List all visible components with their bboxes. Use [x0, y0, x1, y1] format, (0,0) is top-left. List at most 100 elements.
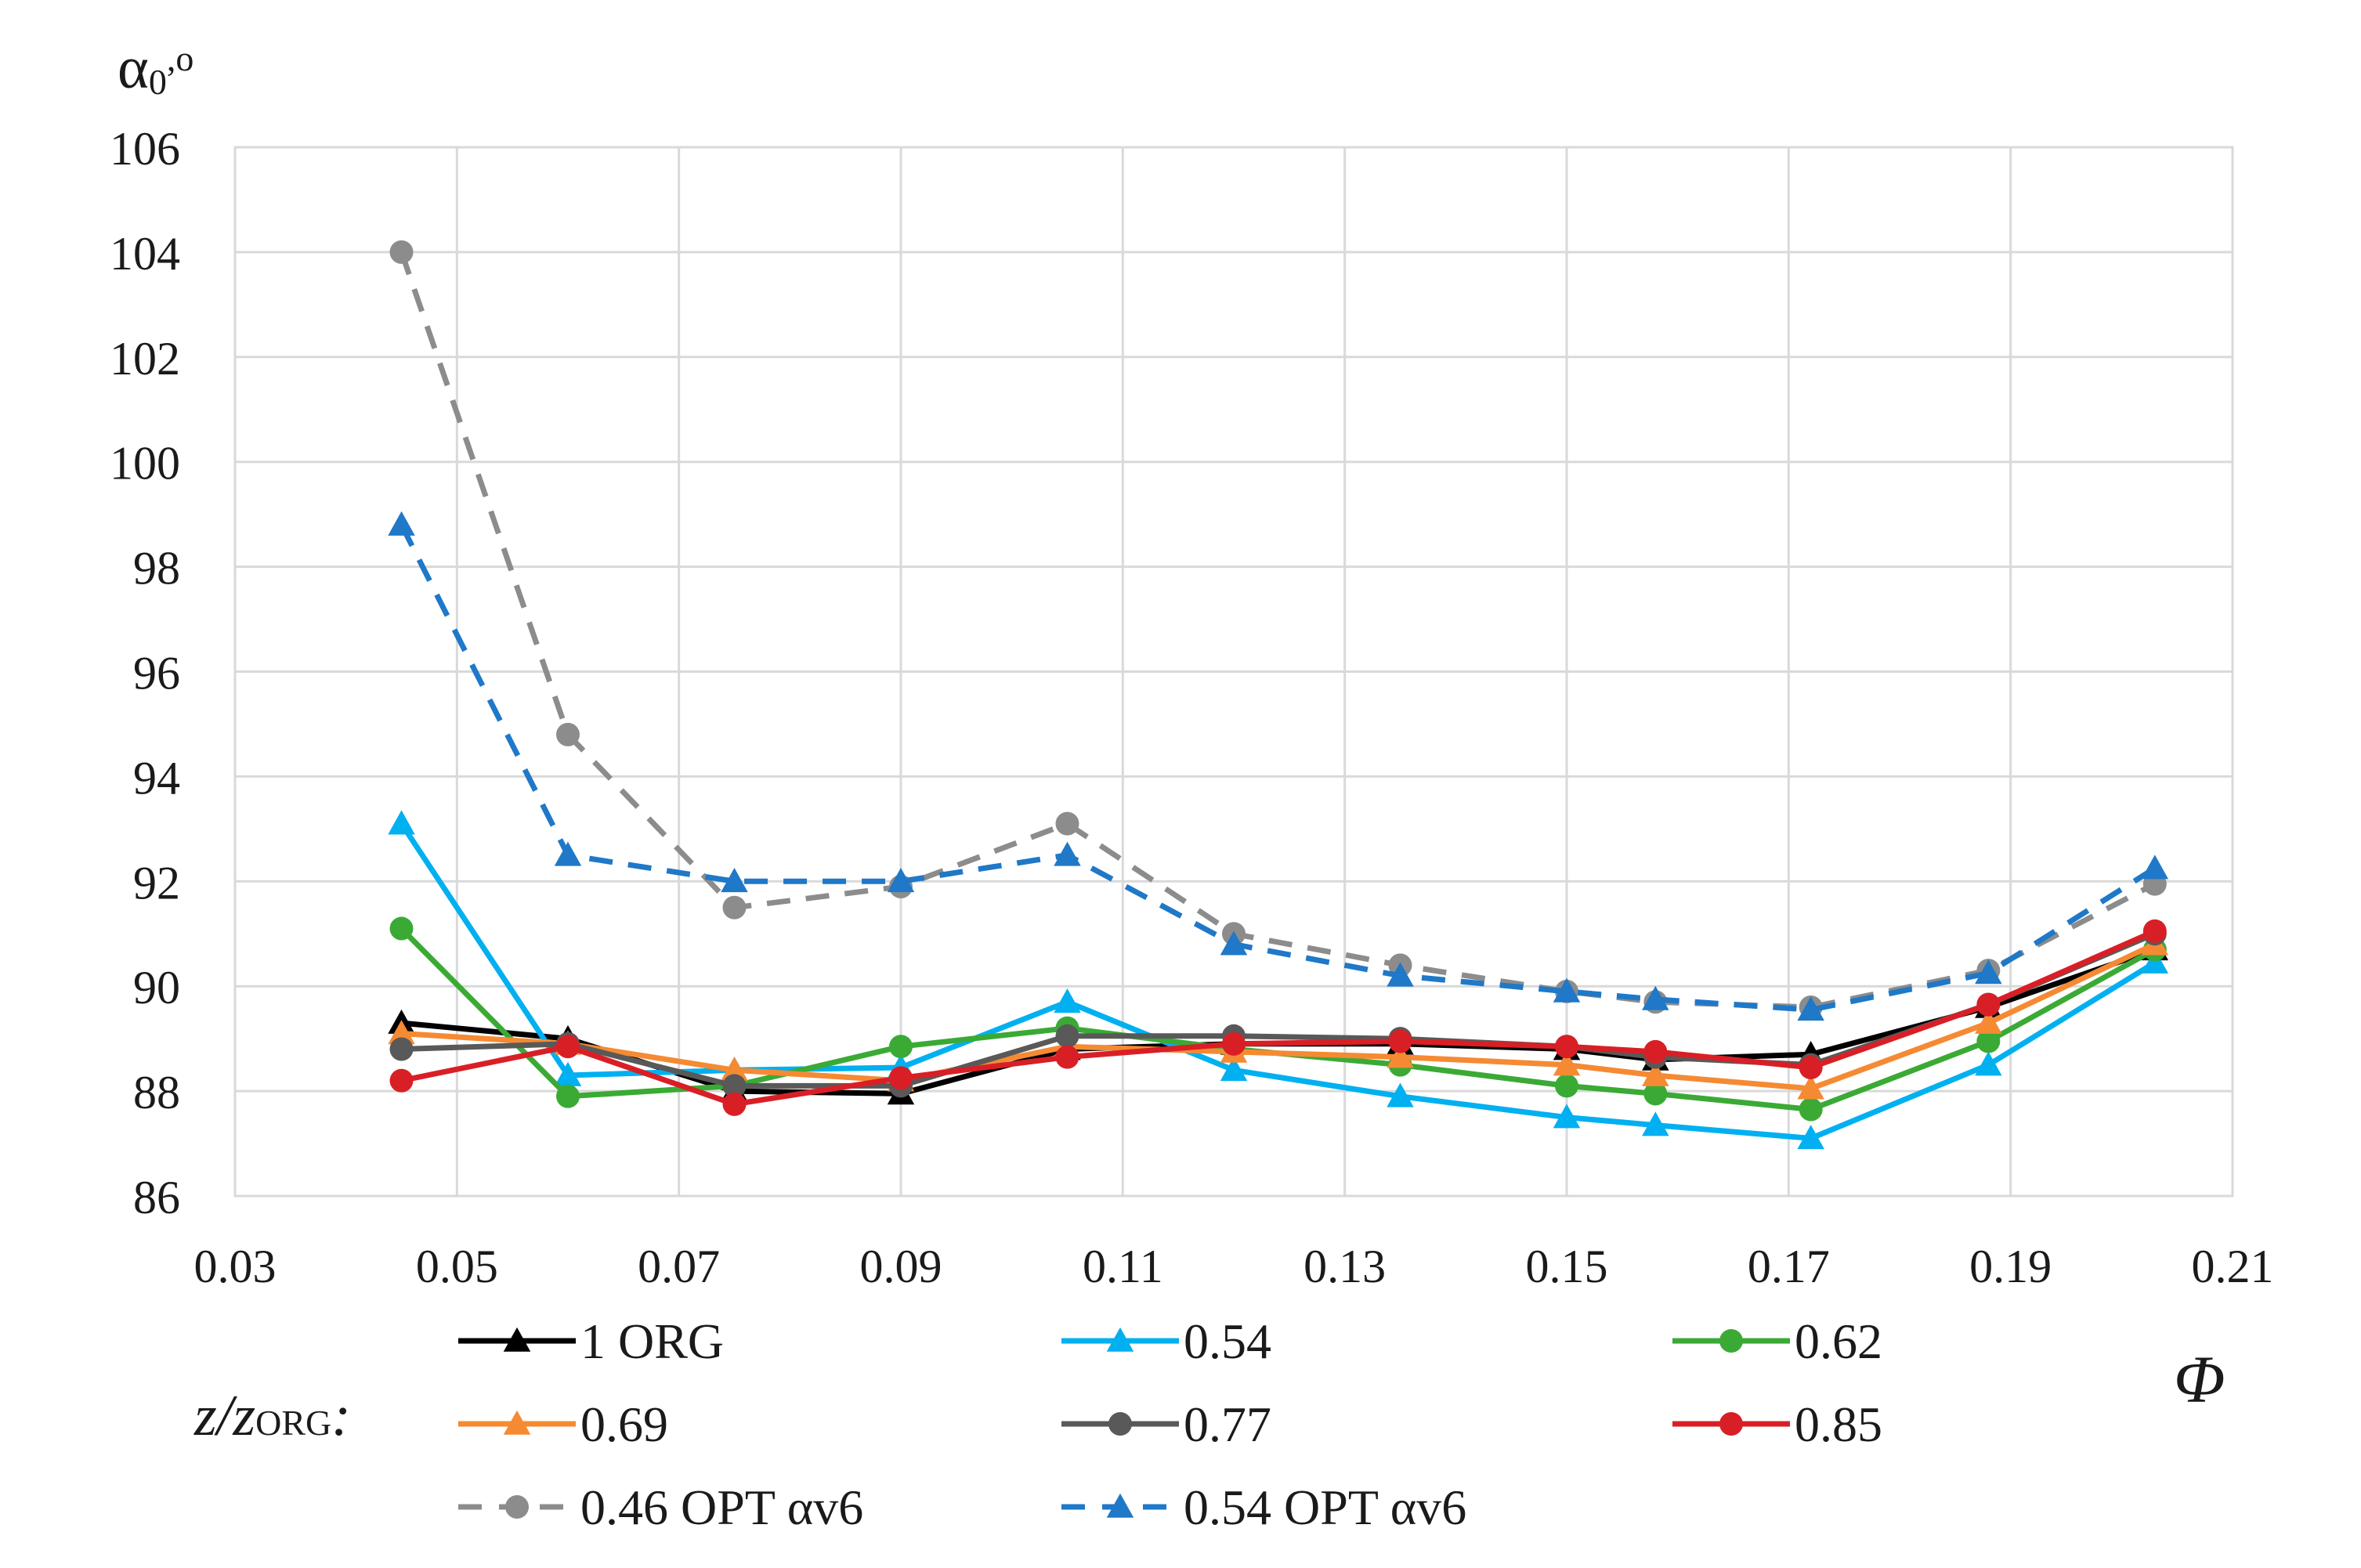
y-tick-label: 98 [133, 543, 180, 594]
legend-marker [503, 1410, 531, 1435]
data-point [389, 1037, 414, 1061]
legend-marker [1108, 1412, 1132, 1436]
legend-item-0-54: 0.54 [1061, 1313, 1271, 1369]
x-tick-label: 0.03 [194, 1241, 277, 1292]
legend-label: 0.77 [1184, 1396, 1271, 1452]
legend-item-0-62: 0.62 [1672, 1313, 1882, 1369]
series-0-85 [389, 919, 2167, 1116]
data-point [1642, 1061, 1669, 1086]
data-point [1553, 977, 1581, 1003]
data-point [1643, 1039, 1668, 1064]
data-point [1388, 1029, 1412, 1053]
data-point [1387, 1082, 1414, 1107]
data-point [1797, 1125, 1824, 1150]
legend-marker [1719, 1412, 1743, 1436]
data-point [1642, 1111, 1669, 1136]
legend-marker [503, 1327, 531, 1352]
data-point [1553, 1051, 1581, 1076]
legend-label: 0.54 [1184, 1313, 1271, 1369]
legend-item-0-77: 0.77 [1061, 1396, 1271, 1452]
y-axis-label: α0,o [118, 35, 193, 102]
legend-label: 0.54 OPT αv6 [1184, 1479, 1466, 1535]
data-point [721, 868, 748, 893]
x-tick-label: 0.17 [1748, 1241, 1830, 1292]
legend-label: 0.46 OPT αv6 [580, 1479, 863, 1535]
data-point [1642, 985, 1669, 1010]
x-tick-label: 0.15 [1526, 1241, 1608, 1292]
legend-item-1-org: 1 ORG [458, 1313, 724, 1369]
data-point [554, 1061, 582, 1086]
data-point [556, 1084, 580, 1108]
series-line [400, 928, 2157, 1107]
x-tick-label: 0.09 [860, 1241, 942, 1292]
y-tick-label: 94 [133, 752, 180, 804]
data-point [1055, 811, 1079, 836]
data-point [389, 1068, 414, 1093]
data-point [388, 1020, 415, 1045]
data-point [554, 841, 582, 866]
data-point [889, 1035, 913, 1059]
data-point [1975, 959, 2002, 985]
data-point [1387, 962, 1414, 987]
data-point [1975, 1009, 2002, 1034]
data-point [1055, 1024, 1079, 1048]
data-point [721, 1057, 748, 1082]
data-point [1976, 1029, 2001, 1053]
data-point [389, 916, 414, 941]
data-point [722, 1074, 747, 1098]
series-line [399, 822, 2157, 1141]
data-point [1799, 1055, 1823, 1079]
legend-title: z/zORG: [193, 1384, 351, 1448]
y-axis-ticks: 86 88 90 92 94 96 98 100 102 104 106 [110, 123, 180, 1223]
y-tick-label: 88 [133, 1067, 180, 1118]
y-tick-label: 104 [110, 228, 180, 280]
data-point [1797, 1075, 1824, 1100]
data-point [722, 895, 747, 919]
legend-label: 0.85 [1795, 1396, 1882, 1452]
legend-marker [1106, 1493, 1134, 1518]
data-point [1799, 1097, 1823, 1122]
legend-item-0-85: 0.85 [1672, 1396, 1882, 1452]
legend-marker [1106, 1327, 1134, 1352]
data-point [1555, 1035, 1578, 1059]
data-point [1222, 1031, 1246, 1056]
data-point [887, 868, 915, 893]
data-point [1643, 1082, 1668, 1106]
data-point [556, 1035, 580, 1059]
legend-label: 0.69 [580, 1396, 668, 1452]
data-point [1054, 841, 1081, 866]
data-point [1975, 1051, 2002, 1076]
data-point [1220, 1057, 1248, 1082]
data-point [2141, 948, 2169, 974]
data-point [889, 1066, 913, 1090]
legend: 1 ORG 0.54 0.62 0.69 0.77 0.85 0.46 OPT αv6 0.5… [458, 1313, 1882, 1535]
y-tick-label: 92 [133, 857, 180, 909]
legend-item-0-46-opt-alphav6: 0.46 OPT αv6 [458, 1479, 863, 1535]
y-tick-label: 100 [110, 438, 180, 490]
y-tick-label: 96 [133, 648, 180, 699]
data-point [388, 511, 415, 536]
series-line [399, 523, 2157, 1013]
data-point [1387, 1043, 1414, 1068]
y-tick-label: 106 [110, 123, 180, 175]
x-axis-ticks: 0.03 0.05 0.07 0.09 0.11 0.13 0.15 0.17 0.19 0.21 [194, 1241, 2274, 1292]
data-point [1976, 992, 2001, 1017]
x-tick-label: 0.11 [1083, 1241, 1163, 1292]
y-tick-label: 90 [133, 962, 180, 1013]
series-layer [388, 240, 2169, 1150]
series-0-54-opt-alphav6 [388, 511, 2169, 1021]
data-point [1055, 1045, 1079, 1069]
data-point [2142, 919, 2167, 943]
data-point [722, 1092, 747, 1116]
x-tick-label: 0.21 [2192, 1241, 2274, 1292]
x-axis-label: Φ [2174, 1342, 2225, 1417]
data-point [1553, 1104, 1581, 1129]
plot-border [233, 146, 2234, 1198]
data-point [1797, 996, 1824, 1021]
legend-label: 1 ORG [580, 1313, 724, 1369]
y-tick-label: 102 [110, 333, 180, 385]
legend-marker [1719, 1329, 1743, 1353]
data-point [388, 810, 415, 835]
x-tick-label: 0.13 [1303, 1241, 1386, 1292]
